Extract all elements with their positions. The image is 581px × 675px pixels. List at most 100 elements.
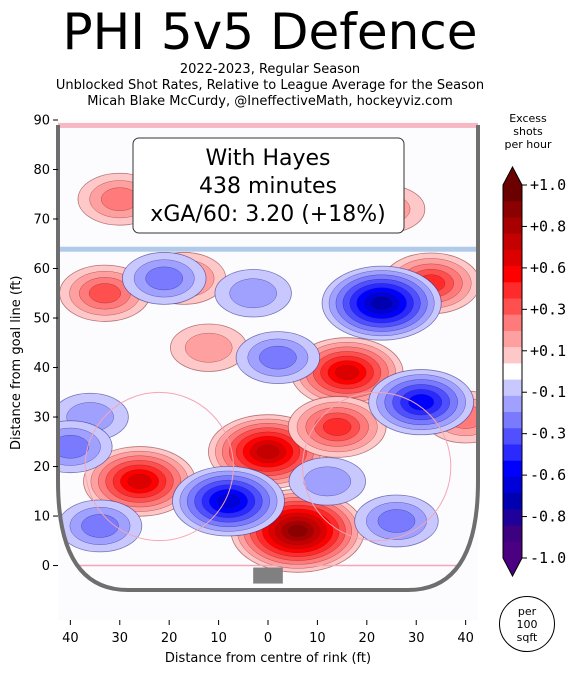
colorbar: +1.0 +0.8 +0.6 +0.3 +0.1 -0.1 -0.3 -0.6 -0.8 -1.0 [502,165,566,578]
x-tick-label: 30 [111,631,128,646]
colorbar-segment [503,428,522,445]
colorbar-title: Excess shots per hour [500,112,556,151]
info-line-xga: xGA/60: 3.20 (+18%) [150,202,385,227]
x-tick-label: 0 [264,631,272,646]
heat-contour [303,466,352,497]
centre-red-line [58,122,478,128]
heat-contour [58,434,90,459]
colorbar-segment [503,298,522,316]
heat-contour [184,332,233,363]
colorbar-lower-arrow [503,558,522,576]
heat-hotspot [287,396,387,458]
subtitle-credit: Micah Blake McCurdy, @IneffectiveMath, h… [87,94,453,109]
per-area-line: per [517,604,537,618]
heat-hotspot [58,499,143,553]
heat-hotspot [354,494,439,548]
colorbar-tick-label: -0.8 [530,508,566,526]
heat-hotspot [170,323,248,372]
colorbar-tick-label: +0.6 [530,259,566,277]
colorbar-segment [503,363,522,381]
per-area-line: 100 [516,617,538,631]
heat-contour [259,345,297,370]
info-box: With Hayes 438 minutes xGA/60: 3.20 (+18… [132,137,405,234]
colorbar-tick-label: -0.1 [530,383,566,401]
faceoff-circle [84,391,234,542]
heat-contour [216,493,241,509]
rink-boards [56,124,480,592]
heat-contour [370,296,393,311]
heat-contour [408,394,435,411]
colorbar-segment [503,217,522,235]
heat-hotspot [122,252,207,305]
colorbar-segment [503,233,522,251]
y-tick-label: 90 [33,114,50,129]
colorbar-tick-label: +0.8 [530,217,566,235]
subtitle-description: Unblocked Shot Rates, Relative to League… [55,78,485,93]
axes: 0 10 20 30 40 50 60 70 80 90 40 30 20 10 0 10 20 30 40 Dist… [9,114,474,667]
colorbar-segment [503,525,522,543]
y-axis-label: Distance from goal line (ft) [9,276,24,450]
heat-contour [81,514,119,538]
colorbar-segment [503,476,522,494]
colorbar-segment [503,314,522,332]
y-tick-label: 80 [33,163,50,178]
heat-hotspot [235,331,321,384]
colorbar-segment [503,395,522,413]
chart-title: PHI 5v5 Defence [62,3,478,61]
x-tick-label: 30 [408,631,425,646]
heat-contour [229,278,277,309]
colorbar-segment [503,379,522,397]
colorbar-segment [503,201,522,218]
x-tick-label: 10 [210,631,227,646]
subtitle-season: 2022-2023, Regular Season [179,62,361,77]
heat-hotspot [214,269,292,318]
heat-hotspot [172,465,285,537]
colorbar-segment [503,347,522,364]
info-line-player: With Hayes [206,146,331,171]
heat-contour [322,417,352,436]
colorbar-segment [503,444,522,462]
heat-hotspot [290,337,404,408]
x-tick-label: 20 [359,631,376,646]
colorbar-title-line: Excess [509,112,547,125]
x-tick-label: 40 [457,631,474,646]
colorbar-tick-label: -0.6 [530,466,566,484]
colorbar-tick-label: +0.3 [530,300,566,318]
x-tick-label: 40 [62,631,79,646]
per-area-badge: per 100 sqft [499,596,555,652]
colorbar-segment [503,493,522,510]
colorbar-segment [503,412,522,429]
heat-contour [377,509,416,533]
heat-contour [127,473,152,489]
colorbar-segment [503,282,522,300]
x-tick-label: 10 [309,631,326,646]
colorbar-segment [503,541,522,559]
per-area-line: sqft [516,630,538,644]
colorbar-segment [503,249,522,267]
colorbar-tick-label: +1.0 [530,176,566,194]
colorbar-segment [503,185,522,202]
heat-hotspot [368,369,475,436]
y-tick-label: 10 [33,510,50,525]
heat-hotspot [288,457,366,506]
colorbar-upper-arrow [503,167,522,185]
info-line-minutes: 438 minutes [199,174,337,199]
chart-subtitle: 2022-2023, Regular Season Unblocked Shot… [0,62,540,110]
faceoff-circle [302,391,452,542]
blue-line [58,246,478,252]
heat-contour [287,524,308,538]
colorbar-title-line: per hour [504,138,552,151]
heat-hotspot [83,446,196,517]
y-tick-label: 50 [33,312,50,327]
y-tick-label: 0 [42,559,50,574]
y-tick-label: 20 [33,460,50,475]
colorbar-segment [503,266,522,283]
y-tick-label: 40 [33,361,50,376]
x-tick-label: 20 [161,631,178,646]
colorbar-segment [503,460,522,478]
colorbar-tick-label: -1.0 [530,549,566,567]
y-tick-label: 30 [33,411,50,426]
colorbar-segment [503,330,522,348]
y-tick-label: 70 [33,213,50,228]
